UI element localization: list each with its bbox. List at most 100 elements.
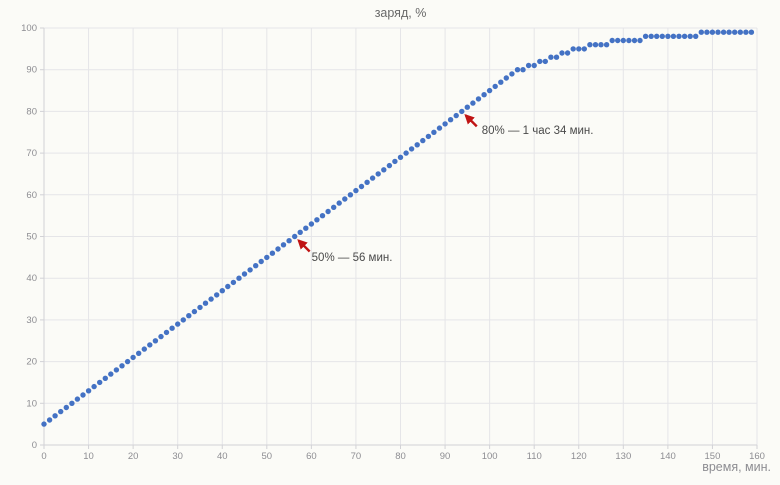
data-point [241, 271, 248, 277]
x-tick-label: 100 [482, 451, 498, 462]
data-point [119, 363, 125, 369]
data-point [486, 87, 493, 94]
data-point [459, 108, 465, 115]
data-point [537, 58, 543, 65]
data-point [80, 392, 86, 398]
x-axis-title: время, мин. [702, 460, 771, 474]
data-point [709, 29, 716, 35]
data-point [559, 50, 565, 56]
data-point [592, 42, 599, 48]
data-point [414, 142, 420, 148]
x-tick-label: 40 [217, 451, 228, 462]
data-point [492, 83, 498, 90]
data-point [420, 137, 426, 144]
data-point [219, 288, 225, 294]
data-point [403, 150, 409, 156]
data-point [292, 233, 298, 240]
data-point [191, 308, 198, 315]
x-tick-label: 70 [351, 451, 362, 462]
data-point [525, 62, 532, 69]
data-point [570, 46, 576, 52]
data-point [130, 354, 136, 361]
data-point [253, 263, 259, 269]
x-tick-label: 30 [172, 451, 183, 462]
data-point [676, 33, 682, 39]
y-tick-label: 60 [26, 190, 37, 201]
data-point [542, 58, 548, 65]
data-point [286, 238, 292, 244]
data-point [308, 221, 315, 227]
data-point [58, 408, 64, 415]
data-point [225, 283, 231, 290]
data-point [375, 171, 381, 177]
x-tick-label: 50 [262, 451, 273, 462]
data-point [325, 208, 331, 215]
data-point [46, 417, 53, 423]
data-point [637, 37, 643, 44]
data-point [91, 383, 97, 390]
x-tick-label: 120 [571, 451, 587, 462]
data-point [442, 121, 448, 127]
data-point [687, 33, 693, 39]
data-point [347, 192, 354, 198]
x-tick-label: 130 [615, 451, 631, 462]
data-point [141, 346, 147, 352]
data-point [69, 400, 75, 406]
data-point [603, 42, 610, 48]
data-point [202, 300, 209, 306]
data-point [297, 229, 303, 235]
data-point [392, 158, 398, 165]
y-tick-label: 40 [26, 273, 37, 284]
data-point [381, 167, 387, 173]
data-point [548, 54, 554, 60]
x-tick-label: 20 [128, 451, 139, 462]
data-point [659, 33, 665, 39]
chart-title: заряд, % [374, 6, 427, 20]
data-point [576, 46, 582, 52]
data-point [230, 279, 237, 286]
data-point [152, 338, 159, 344]
data-point [408, 146, 415, 152]
data-point [470, 100, 476, 106]
data-point [364, 179, 370, 185]
data-point [642, 33, 649, 39]
data-point [732, 29, 738, 35]
data-point [136, 350, 142, 356]
data-point [336, 200, 342, 206]
data-point [748, 29, 755, 35]
data-point [397, 154, 404, 160]
data-point [369, 175, 376, 181]
annotation-50-percent: 50% — 56 мин. [311, 251, 393, 264]
y-tick-label: 10 [26, 398, 37, 409]
data-point [743, 29, 749, 35]
data-point [726, 29, 732, 35]
data-point [63, 404, 69, 411]
data-point [509, 71, 515, 77]
y-tick-label: 80 [26, 106, 37, 117]
data-point [626, 37, 632, 44]
annotation-80-percent: 80% — 1 час 34 мин. [481, 125, 594, 138]
data-point [41, 421, 47, 427]
data-point [587, 42, 593, 48]
x-tick-label: 80 [395, 451, 406, 462]
data-point [520, 67, 526, 73]
data-point [342, 196, 348, 202]
x-tick-label: 150 [705, 451, 721, 462]
x-tick-label: 0 [41, 451, 46, 462]
data-point [615, 37, 621, 44]
data-point [158, 333, 164, 340]
data-point [275, 246, 281, 252]
data-point [654, 33, 660, 39]
data-point [186, 313, 192, 319]
annotation-arrow [464, 113, 478, 128]
data-point [715, 29, 721, 35]
data-point [163, 329, 170, 336]
data-point [531, 62, 537, 69]
data-point [425, 133, 432, 140]
data-point [514, 67, 521, 73]
data-point [464, 104, 470, 110]
data-point [503, 75, 509, 81]
y-tick-label: 0 [32, 440, 37, 451]
data-point [124, 358, 131, 365]
